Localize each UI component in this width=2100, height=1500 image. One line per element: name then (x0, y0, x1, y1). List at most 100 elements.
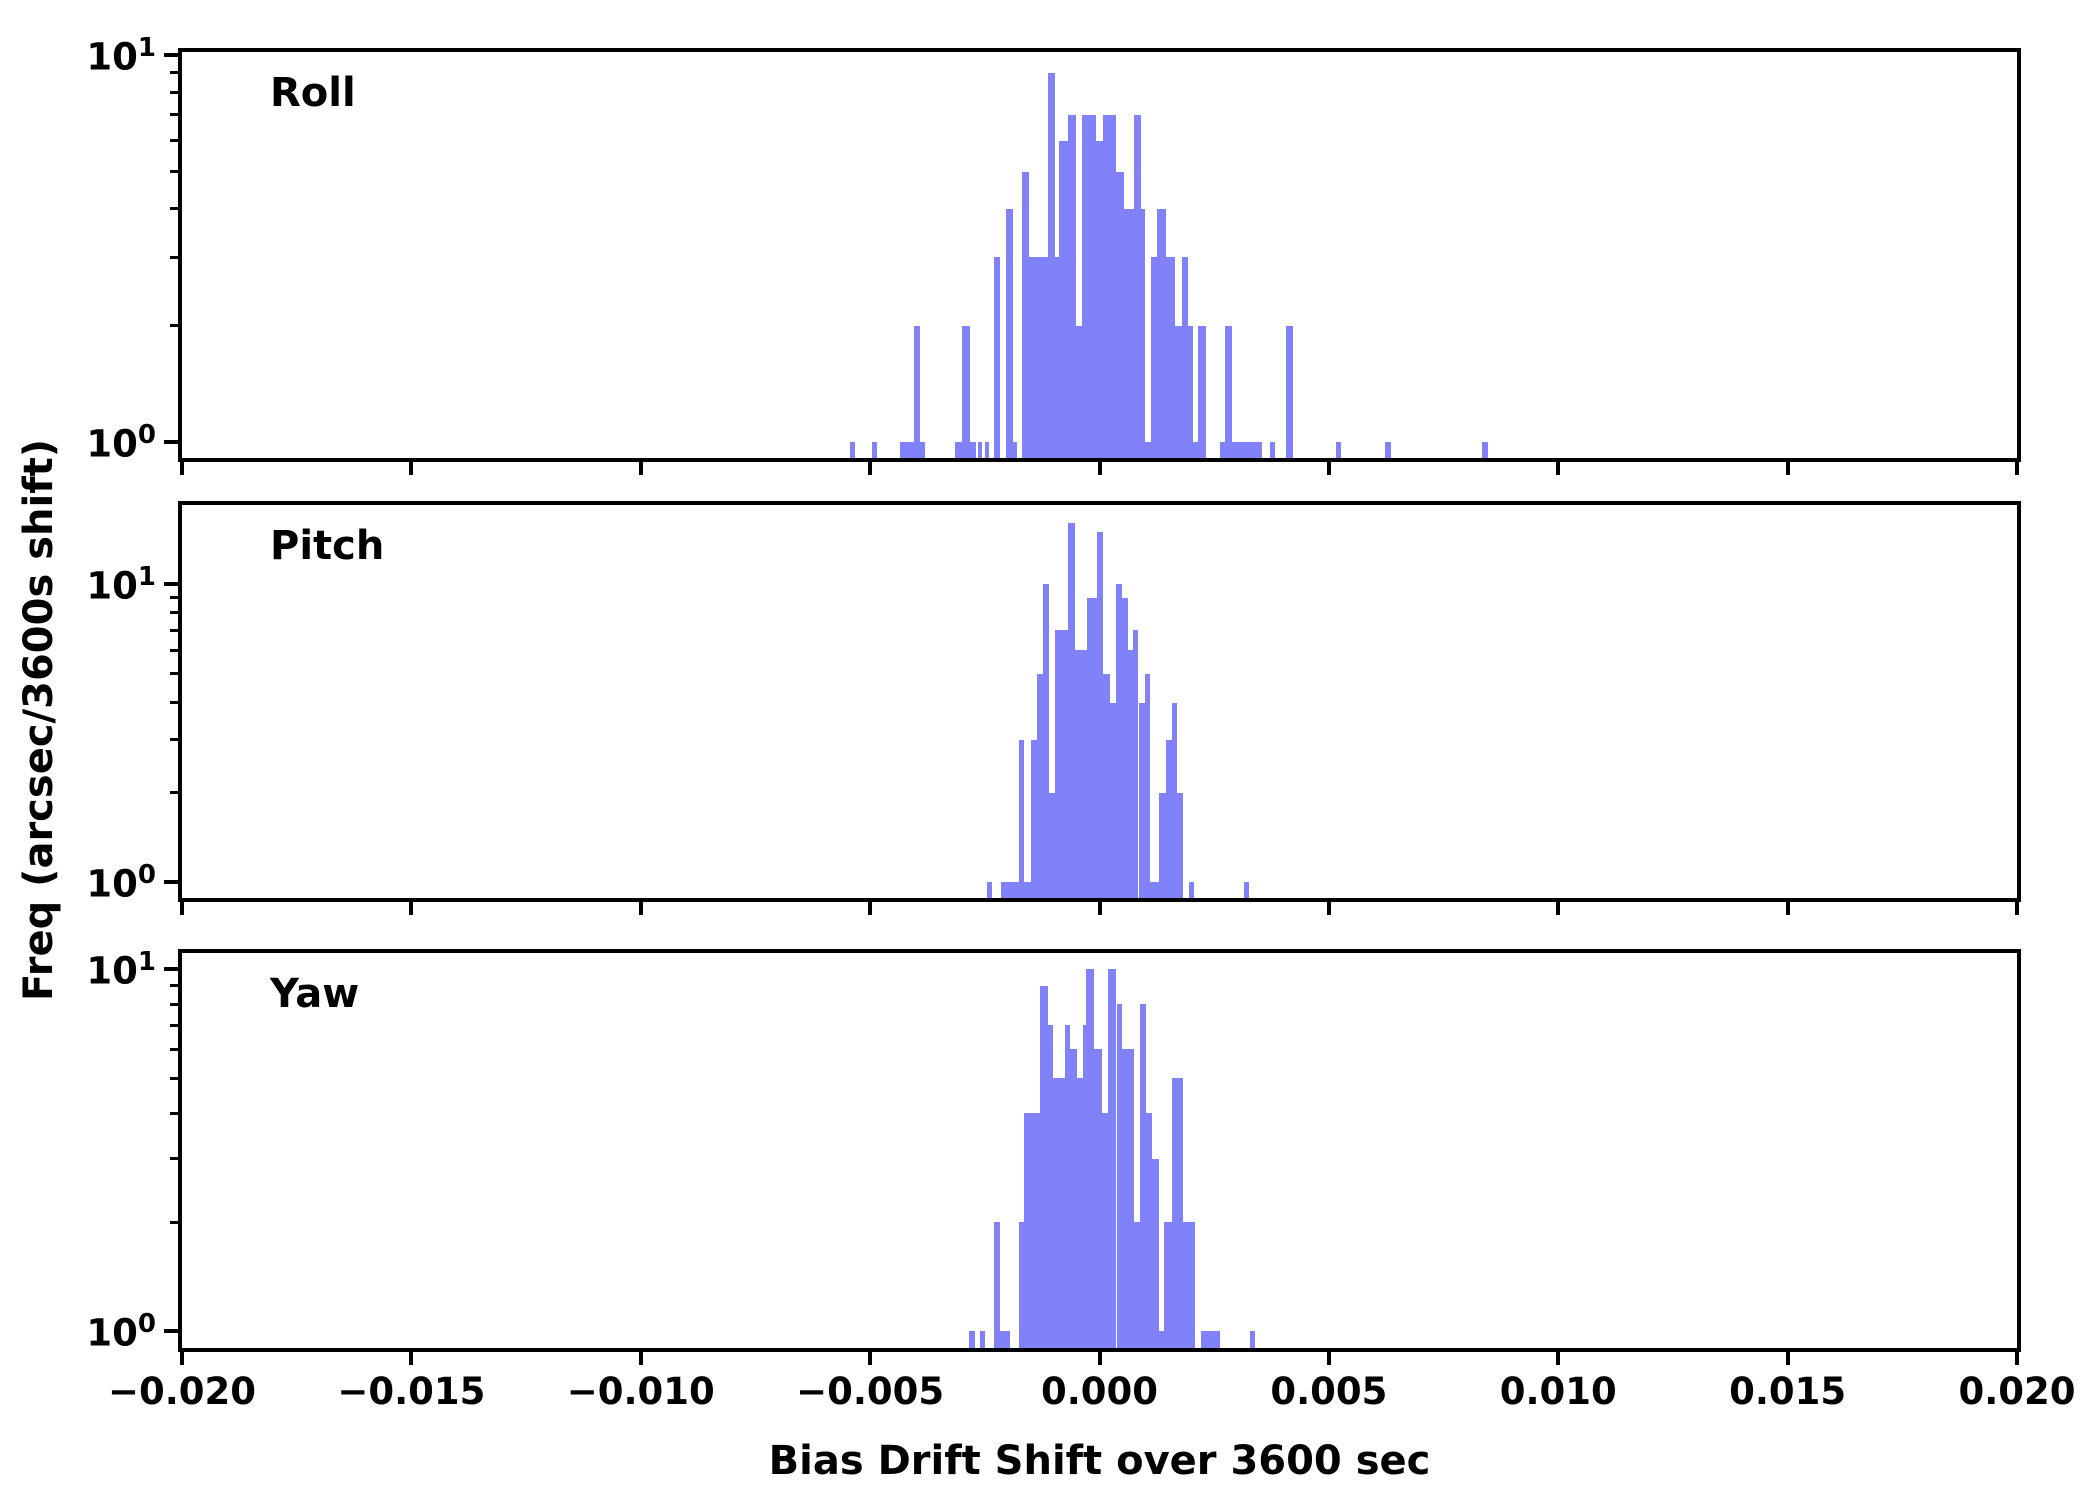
y-tick-label: 101 (86, 33, 156, 79)
histogram-bar (1144, 442, 1151, 458)
y-tick-label: 101 (86, 947, 156, 993)
y-minor-tick (170, 1111, 178, 1115)
histogram-bar (1250, 1331, 1255, 1348)
histogram-bar (1068, 114, 1076, 458)
x-tick-label: 0.000 (1040, 1370, 1159, 1413)
x-tick-label: −0.010 (566, 1370, 715, 1413)
x-major-tick (1785, 902, 1790, 915)
y-tick-label: 100 (86, 419, 156, 466)
x-major-tick (1556, 902, 1561, 915)
histogram-bar (994, 257, 1000, 458)
histogram-bar (1157, 209, 1166, 458)
histogram-bar (1244, 882, 1249, 898)
panel-yaw: Yaw 101 100 −0.020 −0.015 −0.010 −0.005 0.000 0.… (86, 949, 2076, 1413)
histogram-bar (1482, 442, 1489, 458)
histogram-bar (987, 882, 992, 898)
y-minor-tick (170, 648, 178, 652)
histogram-bar (1150, 882, 1160, 898)
x-major-tick (180, 1352, 184, 1365)
x-tick-label: 0.010 (1499, 1370, 1617, 1413)
histogram-bar (1023, 882, 1031, 898)
histogram-bar (961, 325, 970, 458)
histogram-bar (1171, 702, 1177, 898)
histogram-bar (1053, 1078, 1066, 1348)
histogram-bar (1187, 325, 1193, 458)
y-minor-tick (170, 628, 178, 632)
y-minor-tick (170, 1220, 178, 1224)
histogram-bar (1068, 523, 1076, 898)
histogram-bar (1122, 1049, 1135, 1348)
histogram-bar (969, 1331, 976, 1348)
x-major-tick (1326, 902, 1331, 915)
y-tick-label: 100 (86, 1309, 156, 1355)
histogram-bar (1054, 630, 1069, 898)
histogram-bar (1197, 325, 1207, 458)
y-minor-tick (170, 596, 178, 600)
x-tick-label: −0.015 (337, 1370, 486, 1413)
histogram-bar (1140, 209, 1145, 458)
panel-label-pitch: Pitch (270, 523, 385, 569)
histogram-bar (1122, 597, 1129, 898)
y-major-tick (164, 880, 178, 885)
histogram-bar (1065, 1025, 1070, 1348)
x-tick-label: 0.005 (1270, 1370, 1388, 1413)
histogram-bar (1101, 1113, 1108, 1348)
y-minor-tick (170, 139, 178, 143)
histogram-bar (1030, 740, 1037, 898)
histogram-bar (1175, 325, 1182, 458)
histogram-bar (1055, 257, 1060, 458)
x-major-tick (2015, 902, 2019, 915)
histogram-bar (1095, 140, 1103, 458)
x-major-tick (1785, 1352, 1790, 1365)
panel-pitch: Pitch 101 100 (86, 501, 2021, 915)
histogram-bar (1183, 1222, 1195, 1348)
y-minor-tick (170, 1023, 178, 1027)
histogram-bar (1047, 1025, 1054, 1348)
x-major-tick (868, 902, 873, 915)
y-minor-tick (170, 323, 178, 327)
x-major-tick (638, 1352, 643, 1365)
y-minor-tick (170, 207, 178, 211)
y-minor-tick (170, 1002, 178, 1006)
y-axis-title: Freq (arcsec/3600s shift) (16, 439, 62, 1002)
histogram-bar (993, 1222, 1000, 1348)
x-tick-label: 0.020 (1958, 1370, 2076, 1413)
histogram-bar (1048, 72, 1055, 458)
histogram-bar (1145, 1113, 1152, 1348)
x-major-tick (409, 462, 414, 475)
y-tick-label: 100 (86, 860, 156, 906)
x-tick-label: −0.005 (796, 1370, 945, 1413)
x-major-tick (1556, 1352, 1561, 1365)
x-major-tick (638, 462, 643, 475)
x-major-tick (1097, 1352, 1102, 1365)
histogram-bar (1107, 969, 1117, 1348)
x-major-tick (1556, 462, 1561, 475)
y-minor-tick (170, 1047, 178, 1051)
histogram-bar (1134, 114, 1141, 458)
histogram-bar (1005, 209, 1014, 458)
histogram-bar (1042, 584, 1049, 898)
histogram-bar (1103, 673, 1111, 898)
x-major-tick (180, 462, 184, 475)
x-major-tick (868, 462, 873, 475)
histogram-bar (1075, 325, 1082, 458)
plot-area-roll: Roll 101 100 (86, 35, 2019, 475)
y-minor-tick (170, 255, 178, 259)
histogram-bar (1013, 442, 1018, 458)
histogram-bar (1075, 650, 1087, 898)
y-minor-tick (170, 701, 178, 705)
histogram-bar (1225, 325, 1232, 458)
y-minor-tick (170, 672, 178, 676)
histogram-bar (1116, 171, 1125, 458)
histogram-bar (1021, 171, 1030, 458)
y-major-tick (164, 439, 178, 444)
plot-area-pitch: Pitch 101 100 (86, 505, 2019, 915)
histogram-bar (1164, 1222, 1172, 1348)
x-major-tick (868, 1352, 873, 1365)
histogram-bar (1189, 882, 1194, 898)
histogram-bar (1029, 257, 1049, 458)
y-tick-label: 101 (86, 562, 156, 608)
x-major-tick (180, 902, 184, 915)
y-minor-tick (170, 791, 178, 795)
x-axis-title: Bias Drift Shift over 3600 sec (768, 1438, 1431, 1484)
